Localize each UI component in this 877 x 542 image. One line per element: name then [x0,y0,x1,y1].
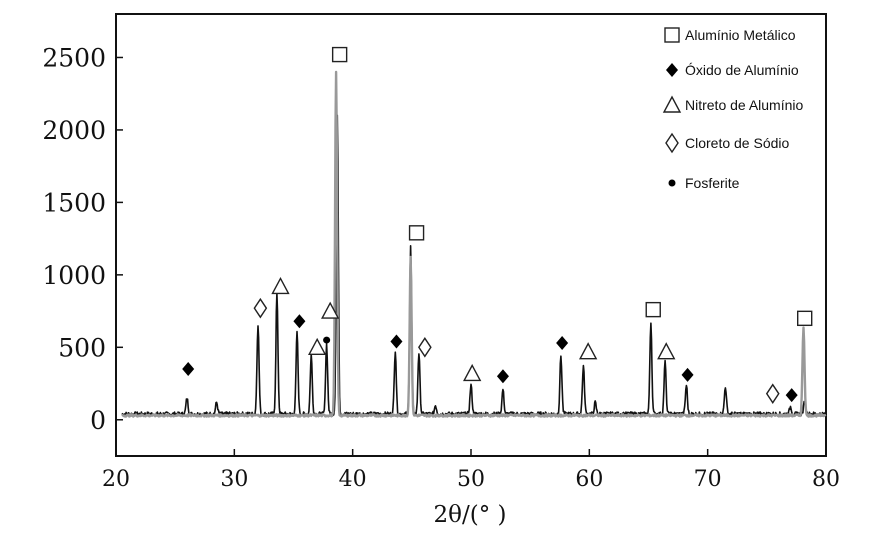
legend: Alumínio Metálico Óxido de Alumínio Nitret… [662,27,803,191]
y-tick-label: 2000 [42,116,106,145]
annotation-triangle-open-icon [463,363,482,382]
legend-square-open-icon [664,27,680,43]
y-tick-label: 1000 [42,261,106,290]
annotation-diamond-filled-icon [390,334,403,349]
legend-diamond-open-icon [665,132,679,154]
annotation-triangle-open-icon [657,342,676,360]
annotation-diamond-open-icon [418,337,432,358]
annotation-dot-filled-icon [323,336,331,344]
legend-diamond-filled-icon [666,63,678,77]
x-tick-label: 80 [812,467,840,492]
x-tick-label: 30 [220,467,248,492]
legend-label: Alumínio Metálico [685,27,796,43]
y-tick-label: 2500 [42,43,106,72]
annotation-square-open-icon [645,301,661,318]
peak-annotations [182,46,813,404]
legend-label: Óxido de Alumínio [685,62,799,78]
x-tick-label: 60 [575,467,603,492]
legend-triangle-open-icon [662,95,682,113]
y-tick-label: 1500 [42,188,106,217]
annotation-triangle-open-icon [578,342,598,360]
legend-label: Nitreto de Alumínio [685,97,803,113]
annotation-triangle-open-icon [307,337,327,356]
annotation-square-open-icon [408,225,425,241]
annotation-diamond-open-icon [765,383,780,404]
annotation-square-open-icon [331,46,348,63]
x-axis-title: 2θ/(° ) [434,502,507,528]
x-tick-label: 50 [457,467,485,492]
legend-label: Fosferite [685,175,740,191]
annotation-diamond-filled-icon [785,388,798,403]
annotation-diamond-filled-icon [681,367,694,382]
annotation-diamond-open-icon [253,297,268,319]
legend-label: Cloreto de Sódio [685,135,790,151]
annotation-diamond-filled-icon [293,314,306,329]
y-tick-label: 500 [58,333,106,362]
annotation-diamond-filled-icon [496,369,509,384]
series-layer [120,70,827,418]
x-tick-label: 40 [339,467,367,492]
annotation-triangle-open-icon [321,301,340,319]
sample-trace-gray [120,70,827,418]
x-axis-ticks: 20 30 40 50 60 70 80 [102,449,840,492]
annotation-diamond-filled-icon [182,362,195,377]
annotation-diamond-filled-icon [556,335,569,350]
y-tick-label: 0 [90,406,106,435]
y-axis-ticks: 0 500 1000 1500 2000 2500 [42,43,123,435]
legend-dot-filled-icon [668,179,676,187]
x-tick-label: 70 [694,467,722,492]
annotation-triangle-open-icon [271,276,290,295]
annotation-square-open-icon [797,310,813,327]
x-tick-label: 20 [102,467,130,492]
